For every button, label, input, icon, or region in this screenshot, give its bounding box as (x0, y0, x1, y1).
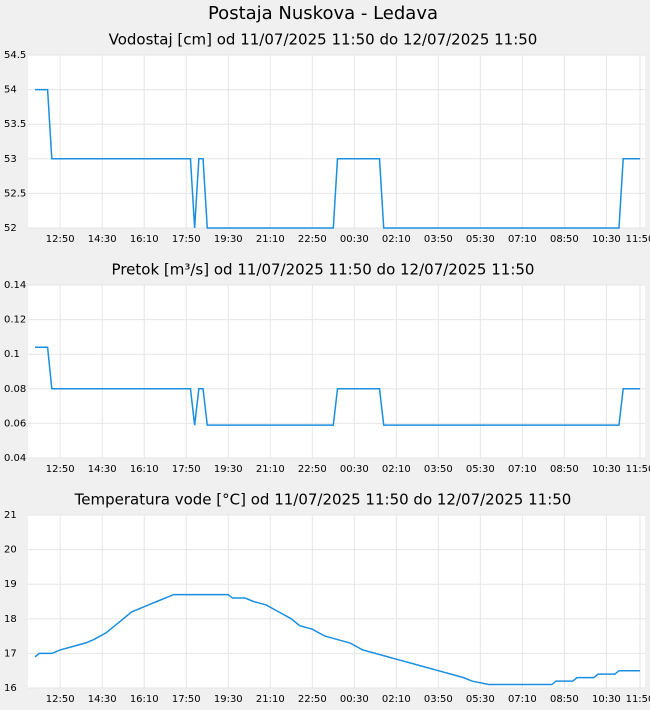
x-tick-label: 03:50 (424, 464, 453, 475)
x-tick-label: 07:10 (508, 464, 537, 475)
x-tick-label: 21:10 (256, 234, 285, 245)
page-title: Postaja Nuskova - Ledava (208, 3, 438, 24)
x-tick-label: 19:30 (214, 694, 243, 705)
chart-title: Pretok [m³/s] od 11/07/2025 11:50 do 12/… (112, 261, 535, 279)
x-tick-label: 12:50 (46, 464, 75, 475)
x-tick-label: 14:30 (88, 464, 117, 475)
x-tick-label: 16:10 (130, 464, 159, 475)
x-tick-label: 07:10 (508, 694, 537, 705)
x-tick-label: 08:50 (550, 464, 579, 475)
y-tick-label: 53.5 (4, 119, 26, 130)
x-tick-label: 12:50 (46, 234, 75, 245)
x-tick-label: 02:10 (382, 694, 411, 705)
x-tick-label: 11:50 (626, 464, 650, 475)
x-tick-label: 16:10 (130, 234, 159, 245)
y-tick-label: 0.12 (4, 315, 26, 326)
x-tick-label: 08:50 (550, 234, 579, 245)
y-tick-label: 53 (4, 154, 17, 165)
y-tick-label: 52.5 (4, 188, 26, 199)
x-tick-label: 03:50 (424, 234, 453, 245)
x-tick-label: 12:50 (46, 694, 75, 705)
y-tick-label: 0.06 (4, 418, 26, 429)
x-tick-label: 17:50 (172, 234, 201, 245)
y-tick-label: 0.08 (4, 384, 26, 395)
y-tick-label: 21 (4, 510, 17, 521)
x-tick-label: 03:50 (424, 694, 453, 705)
x-tick-label: 10:30 (592, 234, 621, 245)
plot-area (28, 55, 645, 228)
x-tick-label: 00:30 (340, 234, 369, 245)
plot-area (28, 515, 645, 688)
x-tick-label: 00:30 (340, 694, 369, 705)
x-tick-label: 19:30 (214, 464, 243, 475)
x-tick-label: 14:30 (88, 234, 117, 245)
x-tick-label: 02:10 (382, 464, 411, 475)
x-tick-label: 05:30 (466, 694, 495, 705)
y-tick-label: 0.14 (4, 280, 26, 291)
y-tick-label: 0.1 (4, 349, 20, 360)
x-tick-label: 22:50 (298, 464, 327, 475)
x-tick-label: 14:30 (88, 694, 117, 705)
x-tick-label: 17:50 (172, 464, 201, 475)
x-tick-label: 00:30 (340, 464, 369, 475)
x-tick-label: 10:30 (592, 464, 621, 475)
y-tick-label: 17 (4, 648, 17, 659)
y-tick-label: 19 (4, 579, 17, 590)
x-tick-label: 17:50 (172, 694, 201, 705)
y-tick-label: 16 (4, 683, 17, 694)
x-tick-label: 21:10 (256, 694, 285, 705)
chart-title: Vodostaj [cm] od 11/07/2025 11:50 do 12/… (109, 31, 538, 49)
data-line (34, 593, 640, 686)
x-tick-label: 08:50 (550, 694, 579, 705)
x-tick-label: 22:50 (298, 694, 327, 705)
x-tick-label: 11:50 (626, 234, 650, 245)
x-tick-label: 07:10 (508, 234, 537, 245)
x-tick-label: 11:50 (626, 694, 650, 705)
y-tick-label: 20 (4, 545, 17, 556)
x-tick-label: 16:10 (130, 694, 159, 705)
x-tick-label: 22:50 (298, 234, 327, 245)
x-tick-label: 21:10 (256, 464, 285, 475)
data-line (35, 346, 640, 426)
y-tick-label: 52 (4, 223, 17, 234)
x-tick-label: 10:30 (592, 694, 621, 705)
data-line (35, 88, 640, 229)
y-tick-label: 18 (4, 614, 17, 625)
y-tick-label: 54.5 (4, 50, 26, 61)
plot-area (28, 285, 645, 458)
chart-title: Temperatura vode [°C] od 11/07/2025 11:5… (74, 491, 572, 509)
x-tick-label: 02:10 (382, 234, 411, 245)
x-tick-label: 19:30 (214, 234, 243, 245)
y-tick-label: 0.04 (4, 453, 26, 464)
x-tick-label: 05:30 (466, 234, 495, 245)
x-tick-label: 05:30 (466, 464, 495, 475)
y-tick-label: 54 (4, 85, 17, 96)
